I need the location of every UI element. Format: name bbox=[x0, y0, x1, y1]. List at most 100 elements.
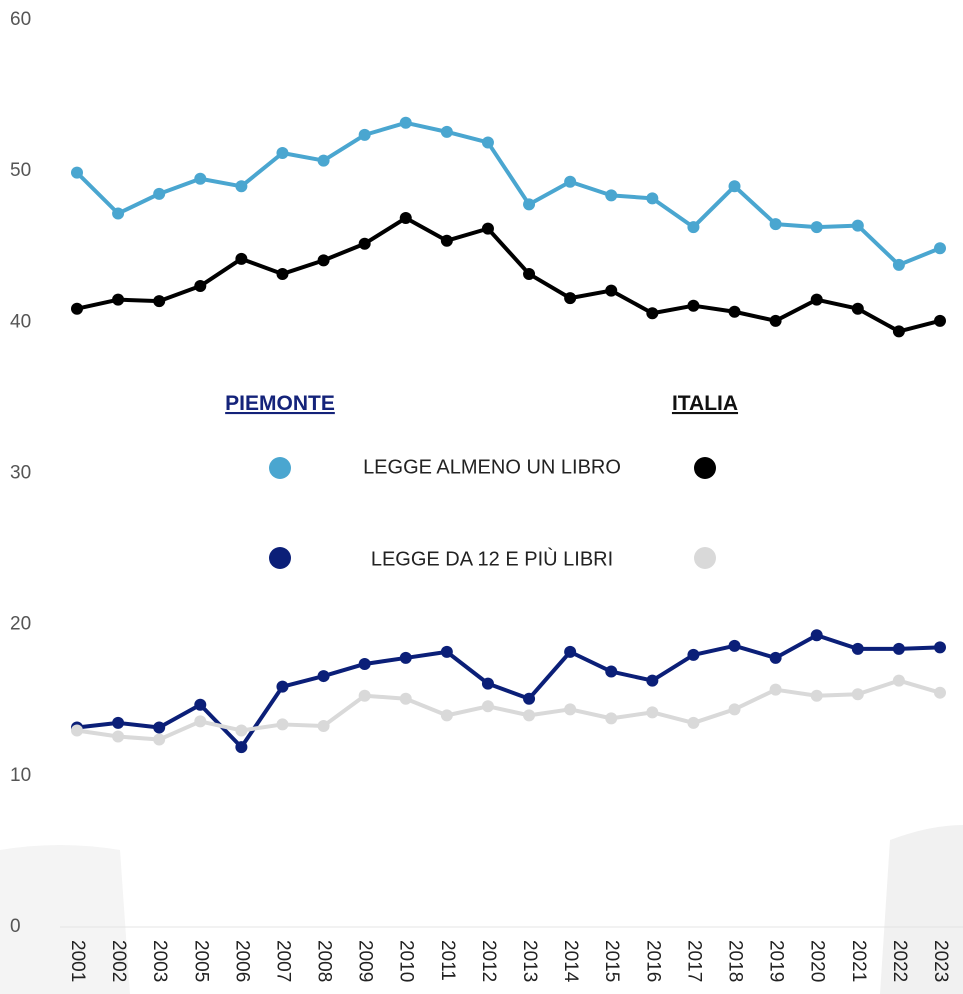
data-point bbox=[810, 221, 823, 234]
y-tick-label: 20 bbox=[10, 614, 31, 635]
data-point bbox=[112, 716, 125, 729]
data-point bbox=[235, 724, 248, 737]
data-point bbox=[358, 128, 371, 141]
data-point bbox=[481, 136, 494, 149]
data-point bbox=[276, 267, 289, 280]
data-point bbox=[153, 187, 166, 200]
data-point bbox=[194, 280, 207, 293]
x-tick-label: 2001 bbox=[67, 940, 88, 982]
data-point bbox=[194, 172, 207, 185]
data-point bbox=[523, 709, 536, 722]
data-point bbox=[481, 677, 494, 690]
x-tick-label: 2020 bbox=[807, 940, 828, 982]
legend-marker bbox=[269, 547, 291, 569]
data-point bbox=[605, 712, 618, 725]
x-tick-label: 2008 bbox=[314, 940, 335, 982]
data-point bbox=[892, 674, 905, 687]
x-tick-label: 2015 bbox=[601, 940, 622, 982]
data-point bbox=[399, 651, 412, 664]
y-tick-label: 0 bbox=[10, 916, 21, 937]
data-point bbox=[892, 325, 905, 338]
data-point bbox=[646, 192, 659, 205]
data-point bbox=[769, 683, 782, 696]
data-point bbox=[399, 692, 412, 705]
legend-marker bbox=[269, 457, 291, 479]
x-tick-label: 2016 bbox=[642, 940, 663, 982]
data-point bbox=[71, 302, 83, 315]
legend-marker bbox=[694, 547, 716, 569]
y-tick-label: 10 bbox=[10, 765, 31, 786]
series-line bbox=[76, 633, 941, 750]
data-point bbox=[605, 665, 618, 678]
data-point bbox=[605, 189, 618, 202]
data-point bbox=[851, 302, 864, 315]
x-tick-label: 2005 bbox=[190, 940, 211, 982]
data-point bbox=[276, 147, 289, 160]
data-point bbox=[934, 314, 946, 327]
data-point bbox=[646, 674, 659, 687]
data-point bbox=[892, 642, 905, 655]
data-point bbox=[112, 293, 125, 306]
data-point bbox=[769, 218, 782, 231]
x-tick-label: 2007 bbox=[272, 940, 293, 982]
data-point bbox=[440, 645, 453, 658]
data-point bbox=[276, 718, 289, 731]
data-point bbox=[235, 252, 248, 265]
data-point bbox=[646, 307, 659, 320]
y-tick-label: 60 bbox=[10, 9, 31, 30]
data-point bbox=[851, 642, 864, 655]
data-point bbox=[728, 703, 741, 716]
data-point bbox=[235, 741, 248, 754]
data-point bbox=[112, 730, 125, 743]
data-point bbox=[851, 688, 864, 701]
data-point bbox=[810, 293, 823, 306]
series-line bbox=[75, 120, 941, 267]
legend-marker bbox=[694, 457, 716, 479]
data-point bbox=[153, 733, 166, 746]
x-tick-label: 2018 bbox=[725, 940, 746, 982]
data-point bbox=[71, 166, 83, 179]
data-point bbox=[235, 180, 248, 193]
x-tick-label: 2003 bbox=[149, 940, 170, 982]
x-tick-label: 2014 bbox=[560, 940, 581, 983]
background-shape bbox=[880, 825, 963, 994]
data-point bbox=[358, 657, 371, 670]
data-point bbox=[399, 212, 412, 225]
data-point bbox=[440, 709, 453, 722]
legend-row: LEGGE DA 12 E PIÙ LIBRI bbox=[371, 547, 613, 570]
data-point bbox=[317, 719, 330, 732]
x-tick-label: 2011 bbox=[437, 940, 458, 981]
y-tick-label: 50 bbox=[10, 160, 31, 181]
x-tick-label: 2017 bbox=[683, 940, 704, 982]
data-point bbox=[317, 154, 330, 167]
data-point bbox=[276, 680, 289, 693]
legend-column: ITALIA bbox=[672, 392, 738, 415]
x-tick-label: 2019 bbox=[766, 940, 787, 982]
data-point bbox=[564, 292, 577, 305]
data-point bbox=[564, 175, 577, 188]
data-point bbox=[687, 716, 700, 729]
data-point bbox=[564, 703, 577, 716]
x-tick-label: 2010 bbox=[396, 940, 417, 982]
data-point bbox=[769, 651, 782, 664]
data-point bbox=[523, 692, 536, 705]
series-line bbox=[76, 216, 941, 334]
background-shape bbox=[0, 845, 130, 994]
data-point bbox=[687, 648, 700, 661]
data-point bbox=[892, 258, 905, 271]
x-tick-label: 2022 bbox=[889, 940, 910, 982]
x-tick-label: 2002 bbox=[108, 940, 129, 982]
x-tick-label: 2012 bbox=[478, 940, 499, 982]
data-point bbox=[934, 242, 946, 255]
data-point bbox=[769, 314, 782, 327]
data-point bbox=[153, 721, 166, 734]
data-point bbox=[317, 254, 330, 267]
data-point bbox=[440, 125, 453, 138]
data-point bbox=[358, 689, 371, 702]
data-point bbox=[481, 222, 494, 235]
x-tick-label: 2013 bbox=[519, 940, 540, 982]
data-point bbox=[851, 219, 864, 232]
legend-column: PIEMONTE bbox=[225, 392, 335, 415]
x-tick-label: 2023 bbox=[930, 940, 951, 982]
